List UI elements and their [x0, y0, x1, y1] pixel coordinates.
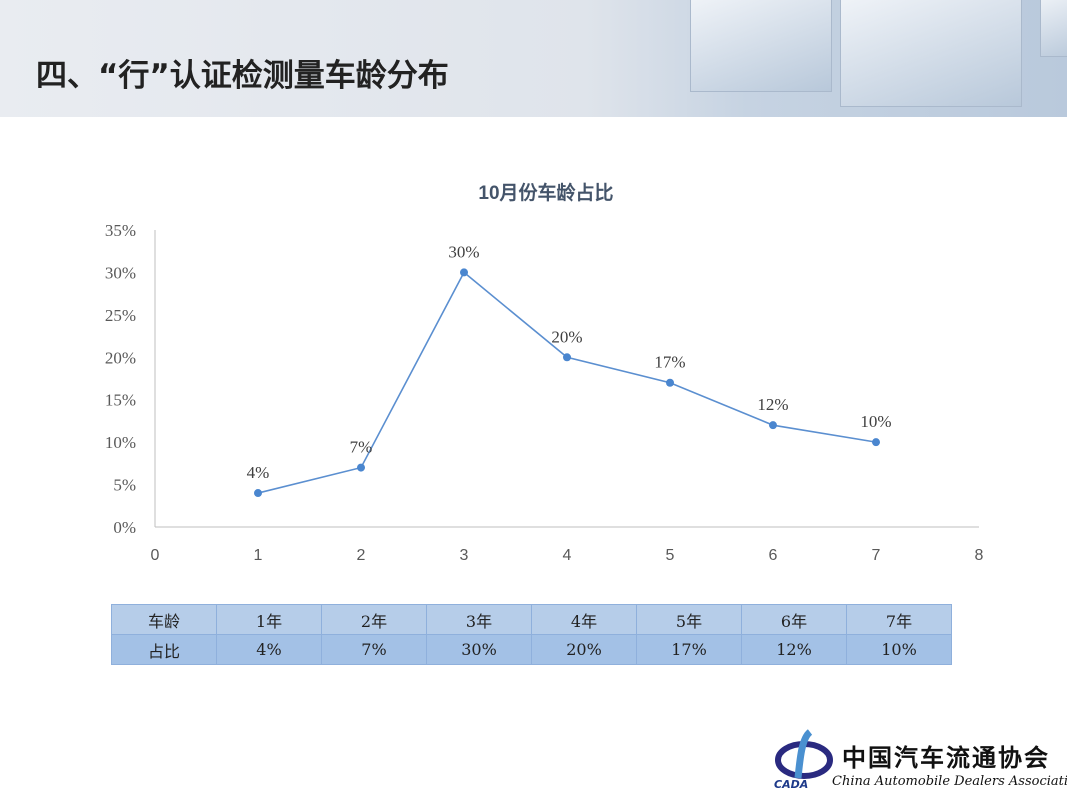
- table-row-age: 车龄 1年 2年 3年 4年 5年 6年 7年: [111, 604, 952, 635]
- data-point: [357, 463, 365, 472]
- x-tick-label: 6: [769, 547, 778, 564]
- data-point: [460, 268, 468, 277]
- y-tick-label: 15%: [105, 391, 136, 410]
- table-cell: 车龄: [111, 604, 217, 635]
- table-cell: 20%: [531, 634, 637, 665]
- table-cell: 30%: [426, 634, 532, 665]
- decorative-cube: [1040, 0, 1067, 57]
- line-chart: 10月份车龄占比 0% 5% 10% 15% 20% 25% 30% 35% 0 1 2 3 4 5 6 7 8 4…: [105, 181, 984, 564]
- table-row-share: 占比 4% 7% 30% 20% 17% 12% 10%: [111, 634, 952, 665]
- table-cell: 3年: [426, 604, 532, 635]
- data-label: 30%: [448, 242, 479, 261]
- data-table: 车龄 1年 2年 3年 4年 5年 6年 7年 占比 4% 7% 30% 20% 17% 12% 10%: [111, 604, 952, 665]
- y-tick-label: 0%: [113, 518, 136, 537]
- cada-logo: CADA 中国汽车流通协会 China Automobile Dealers A…: [772, 728, 1067, 798]
- y-tick-label: 10%: [105, 433, 136, 452]
- y-tick-label: 20%: [105, 348, 136, 367]
- table-cell: 4%: [216, 634, 322, 665]
- table-cell: 7年: [846, 604, 952, 635]
- table-cell: 12%: [741, 634, 847, 665]
- table-cell: 10%: [846, 634, 952, 665]
- logo-abbr: CADA: [774, 778, 809, 791]
- data-label: 17%: [654, 353, 685, 372]
- decorative-cube: [690, 0, 832, 92]
- y-tick-label: 30%: [105, 263, 136, 282]
- x-tick-label: 1: [254, 547, 263, 564]
- table-cell: 4年: [531, 604, 637, 635]
- data-label: 12%: [757, 395, 788, 414]
- data-label: 20%: [551, 327, 582, 346]
- x-tick-label: 0: [151, 547, 160, 564]
- header-banner: [0, 0, 1067, 117]
- table-cell: 17%: [636, 634, 742, 665]
- table-cell: 2年: [321, 604, 427, 635]
- data-label: 7%: [350, 438, 373, 457]
- table-cell: 1年: [216, 604, 322, 635]
- chart-title: 10月份车龄占比: [478, 181, 613, 204]
- data-label: 10%: [860, 412, 891, 431]
- data-point: [666, 378, 674, 387]
- logo-chinese-name: 中国汽车流通协会: [842, 743, 1050, 772]
- x-tick-label: 3: [460, 547, 469, 564]
- page-title: 四、“行”认证检测量车龄分布: [36, 58, 449, 94]
- y-tick-label: 25%: [105, 306, 136, 325]
- data-point: [254, 489, 262, 498]
- series-line: [257, 271, 877, 494]
- x-tick-label: 4: [563, 547, 572, 564]
- table-cell: 占比: [111, 634, 217, 665]
- x-tick-label: 5: [666, 547, 675, 564]
- data-point: [872, 438, 880, 447]
- logo-english-name: China Automobile Dealers Association: [832, 774, 1067, 789]
- table-cell: 5年: [636, 604, 742, 635]
- table-cell: 7%: [321, 634, 427, 665]
- cada-emblem-icon: [775, 729, 833, 779]
- y-tick-label: 5%: [113, 476, 136, 495]
- decorative-cube: [840, 0, 1022, 107]
- table-cell: 6年: [741, 604, 847, 635]
- y-tick-label: 35%: [105, 221, 136, 240]
- data-point: [563, 353, 571, 362]
- data-label: 4%: [247, 463, 270, 482]
- data-point: [769, 421, 777, 430]
- x-tick-label: 7: [872, 547, 881, 564]
- x-tick-label: 8: [975, 547, 984, 564]
- x-tick-label: 2: [357, 547, 366, 564]
